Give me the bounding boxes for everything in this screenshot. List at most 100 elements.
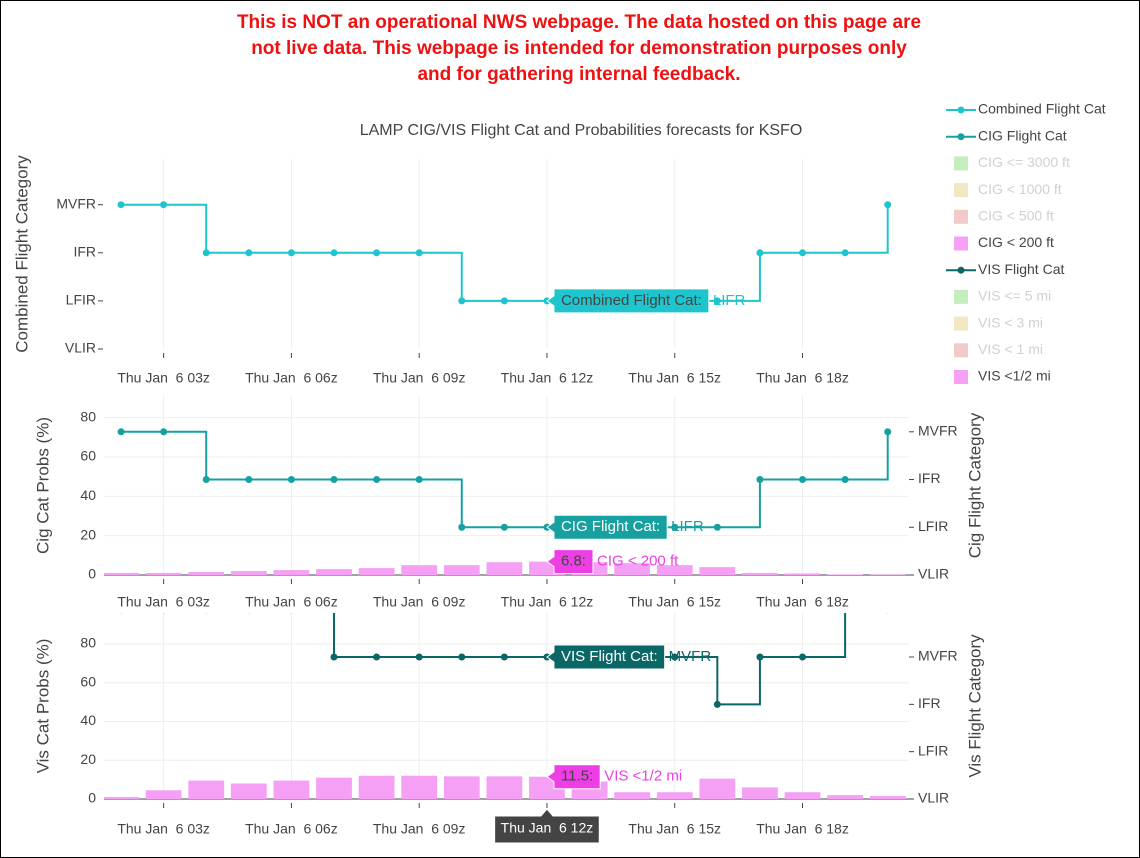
line-marker	[458, 297, 466, 305]
line-marker	[290, 613, 293, 614]
line-marker	[841, 476, 849, 484]
line-marker	[117, 428, 125, 436]
x-tick-label: Thu Jan 6 03z	[117, 370, 210, 386]
bar	[656, 565, 693, 575]
y2-axis-title: Cig Flight Category	[965, 412, 984, 558]
line-marker	[373, 249, 381, 257]
bar	[699, 778, 736, 799]
x-tick-label: Thu Jan 6 15z	[628, 370, 721, 386]
hover-label-text: Combined Flight Cat:	[561, 292, 702, 309]
line-marker	[500, 523, 508, 531]
x-tick-label: Thu Jan 6 09z	[373, 370, 466, 386]
notice-line: and for gathering internal feedback.	[417, 64, 740, 85]
x-tick-label: Thu Jan 6 12z	[501, 594, 594, 610]
x-tick-label: Thu Jan 6 15z	[628, 594, 721, 610]
y-tick-label: 80	[80, 635, 96, 651]
x-tick-label: Thu Jan 6 18z	[756, 594, 849, 610]
line-marker	[330, 653, 338, 661]
step-line	[121, 430, 889, 529]
hover-label-text: 6.8:	[561, 553, 586, 570]
line-marker	[799, 476, 807, 484]
plot-area	[117, 201, 892, 305]
legend-item: CIG <= 3000 ft	[954, 154, 1070, 171]
bar	[188, 780, 225, 799]
hover-label: 11.5: VIS <1/2 mi	[546, 764, 682, 790]
legend-label: VIS <1/2 mi	[978, 368, 1051, 384]
chart-title: LAMP CIG/VIS Flight Cat and Probabilitie…	[360, 122, 803, 139]
x-tick-label: Thu Jan 6 18z	[756, 370, 849, 386]
line-marker	[799, 249, 807, 257]
y2-tick-label: MVFR	[918, 648, 958, 664]
line-marker	[162, 613, 165, 614]
line-marker	[500, 297, 508, 305]
x-hover-label: Thu Jan 6 12z	[494, 808, 600, 844]
bar	[742, 787, 778, 799]
legend-item: VIS Flight Cat	[946, 261, 1064, 277]
line-marker	[886, 613, 889, 614]
line-marker	[287, 249, 295, 257]
bar	[699, 567, 736, 575]
legend-label: CIG < 200 ft	[978, 234, 1054, 250]
y2-axis-title: Vis Flight Category	[965, 634, 984, 778]
line-marker	[415, 249, 423, 257]
legend-swatch	[954, 209, 968, 224]
hover-box	[546, 764, 601, 790]
hover-value-text: VIS <1/2 mi	[604, 768, 682, 785]
bar	[614, 563, 651, 575]
bar	[273, 780, 310, 799]
y-tick-label: 80	[80, 408, 96, 424]
hover-value-text: LIFR	[713, 292, 746, 309]
bar	[614, 792, 651, 799]
x-tick-label: Thu Jan 6 09z	[373, 821, 466, 837]
plot-area	[104, 613, 906, 799]
bar	[401, 565, 438, 575]
line-marker	[500, 653, 508, 661]
hover-label: 6.8: CIG < 200 ft	[546, 549, 679, 575]
legend-label: CIG <= 3000 ft	[978, 154, 1070, 170]
hover-box	[546, 644, 666, 670]
line-marker	[245, 476, 253, 484]
y2-tick-label: MVFR	[918, 423, 958, 439]
y-tick-label: VLIR	[65, 340, 96, 356]
legend-item: VIS < 3 mi	[954, 314, 1043, 331]
legend-item: CIG < 200 ft	[954, 234, 1054, 251]
y-tick-label: 60	[80, 673, 96, 689]
bar	[230, 783, 267, 799]
legend-swatch	[954, 183, 968, 198]
line-marker	[713, 523, 721, 531]
bar	[104, 573, 139, 575]
line-marker	[884, 201, 892, 209]
y-tick-label: IFR	[73, 244, 96, 260]
y-tick-label: MVFR	[56, 195, 96, 211]
line-marker	[415, 653, 423, 661]
bar	[401, 775, 438, 799]
bar	[316, 569, 352, 575]
x-tick-label: Thu Jan 6 03z	[117, 821, 210, 837]
line-marker	[756, 476, 764, 484]
line-marker	[287, 476, 295, 484]
legend-swatch	[954, 316, 968, 331]
legend-swatch	[954, 156, 968, 171]
hover-value-text: CIG < 200 ft	[597, 553, 679, 570]
bar	[784, 792, 821, 799]
x-tick-label: Thu Jan 6 06z	[245, 594, 338, 610]
y-axis-title: Combined Flight Category	[12, 155, 31, 353]
y-tick-label: 20	[80, 526, 96, 542]
hover-label: CIG Flight Cat: LIFR	[546, 514, 704, 540]
bar	[145, 790, 182, 799]
line-marker	[202, 249, 210, 257]
bar	[827, 574, 863, 575]
y2-tick-label: IFR	[918, 470, 941, 486]
bar	[486, 562, 523, 575]
line-marker	[373, 476, 381, 484]
line-marker	[247, 613, 250, 614]
bar	[656, 792, 693, 799]
legend-label: VIS < 3 mi	[978, 314, 1043, 330]
line-marker	[713, 297, 721, 305]
plot-area	[104, 428, 906, 575]
bar	[358, 568, 395, 575]
line-marker	[117, 201, 125, 209]
hover-label: VIS Flight Cat: MVFR	[546, 644, 711, 670]
bar	[742, 573, 778, 575]
